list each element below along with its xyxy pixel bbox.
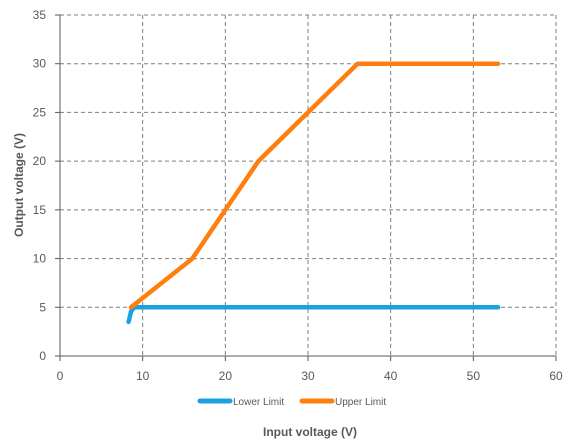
axes: 0 5 10 15 20 25 30 35 0 10 20 30 40 50 60 — [33, 8, 563, 383]
y-tick-label: 25 — [33, 105, 47, 119]
y-axis-label: Output voltage (V) — [12, 133, 26, 237]
y-tick-label: 30 — [33, 57, 47, 71]
y-tick-label: 5 — [39, 300, 46, 314]
legend-label: Lower Limit — [233, 397, 284, 408]
x-tick-label: 60 — [549, 369, 563, 383]
legend-label: Upper Limit — [335, 397, 386, 408]
series-line-lower-limit — [126, 305, 501, 325]
x-axis-label: Input voltage (V) — [263, 425, 357, 439]
series-line-upper-limit — [128, 61, 501, 310]
legend: Lower Limit Upper Limit — [197, 397, 386, 408]
x-tick-label: 30 — [301, 369, 315, 383]
series-lines — [126, 61, 501, 325]
y-tick-label: 10 — [33, 252, 47, 266]
x-tick-label: 20 — [219, 369, 233, 383]
y-tick-label: 35 — [33, 8, 47, 22]
x-tick-label: 50 — [467, 369, 481, 383]
x-tick-label: 10 — [136, 369, 150, 383]
x-tick-label: 0 — [57, 369, 64, 383]
y-tick-label: 0 — [39, 349, 46, 363]
x-tick-label: 40 — [384, 369, 398, 383]
y-tick-label: 15 — [33, 203, 47, 217]
y-tick-label: 20 — [33, 154, 47, 168]
grid — [60, 14, 557, 356]
